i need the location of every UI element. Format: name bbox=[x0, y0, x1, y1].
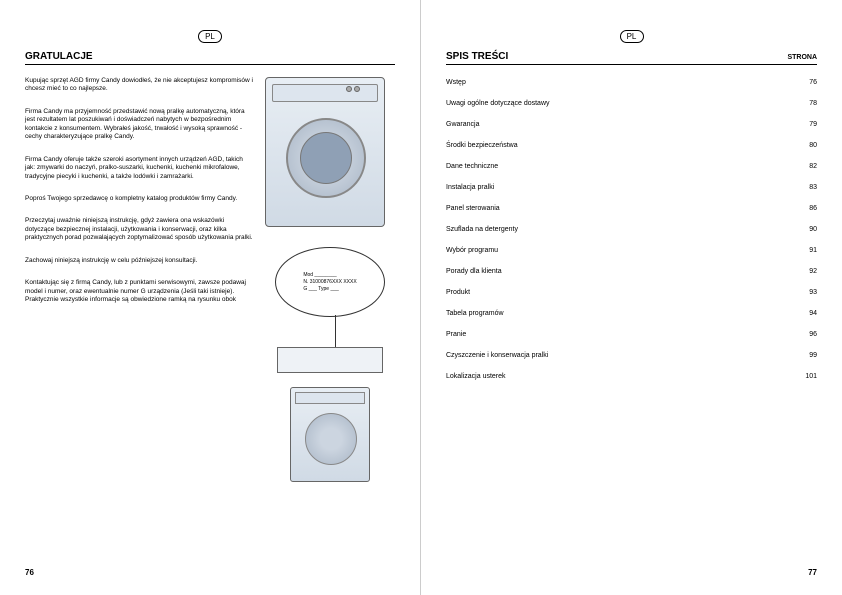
paragraph: Firma Candy ma przyjemność przedstawić n… bbox=[25, 108, 253, 142]
left-page: PL GRATULACJE Kupując sprzęt AGD firmy C… bbox=[0, 0, 421, 595]
washer-door bbox=[286, 118, 366, 198]
toc-column-label: STRONA bbox=[787, 54, 817, 61]
washer-top-panel bbox=[295, 392, 365, 404]
image-column: Mod ________ N. 31000876XXX XXXX G ___ T… bbox=[265, 77, 395, 467]
small-washing-machine-image bbox=[290, 387, 370, 482]
toc-row: Szuflada na detergenty90 bbox=[446, 226, 817, 233]
toc-row: Tabela programów94 bbox=[446, 310, 817, 317]
washer-control-panel bbox=[346, 86, 376, 98]
label-line: N. 31000876XXX XXXX bbox=[303, 279, 356, 286]
toc-row: Środki bezpieczeństwa80 bbox=[446, 142, 817, 149]
washer-door bbox=[305, 413, 357, 465]
language-badge: PL bbox=[198, 30, 222, 43]
toc-row: Produkt93 bbox=[446, 289, 817, 296]
washer-door-glass bbox=[300, 132, 352, 184]
right-page: PL SPIS TREŚCI STRONA Wstęp76 Uwagi ogól… bbox=[421, 0, 842, 595]
toc-row: Instalacja pralki83 bbox=[446, 184, 817, 191]
label-diagram: Mod ________ N. 31000876XXX XXXX G ___ T… bbox=[265, 247, 395, 467]
label-line: G ___ Type ___ bbox=[303, 286, 356, 293]
toc-row: Lokalizacja usterek101 bbox=[446, 373, 817, 380]
language-badge: PL bbox=[620, 30, 644, 43]
page-number: 76 bbox=[25, 568, 34, 577]
toc-list: Wstęp76 Uwagi ogólne dotyczące dostawy78… bbox=[446, 79, 817, 380]
toc-row: Porady dla klienta92 bbox=[446, 268, 817, 275]
paragraph: Zachowaj niniejszą instrukcję w celu póź… bbox=[25, 257, 253, 265]
toc-row: Gwarancja79 bbox=[446, 121, 817, 128]
toc-row: Wstęp76 bbox=[446, 79, 817, 86]
label-callout-magnifier: Mod ________ N. 31000876XXX XXXX G ___ T… bbox=[275, 247, 385, 317]
paragraph: Firma Candy oferuje także szeroki asorty… bbox=[25, 156, 253, 181]
page-title-right: SPIS TREŚCI bbox=[446, 51, 508, 62]
paragraph: Poproś Twojego sprzedawcę o kompletny ka… bbox=[25, 195, 253, 203]
toc-row: Wybór programu91 bbox=[446, 247, 817, 254]
toc-row: Panel sterowania86 bbox=[446, 205, 817, 212]
paragraph: Kontaktując się z firmą Candy, lub z pun… bbox=[25, 279, 253, 304]
text-column: Kupując sprzęt AGD firmy Candy dowiodłeś… bbox=[25, 77, 253, 467]
small-label-box bbox=[277, 347, 383, 373]
label-plate-text: Mod ________ N. 31000876XXX XXXX G ___ T… bbox=[303, 272, 356, 293]
washing-machine-image bbox=[265, 77, 385, 227]
left-content: Kupując sprzęt AGD firmy Candy dowiodłeś… bbox=[25, 77, 395, 467]
toc-row: Dane techniczne82 bbox=[446, 163, 817, 170]
paragraph: Przeczytaj uważnie niniejszą instrukcję,… bbox=[25, 217, 253, 242]
page-number: 77 bbox=[808, 568, 817, 577]
toc-row: Czyszczenie i konserwacja pralki99 bbox=[446, 352, 817, 359]
knob-icon bbox=[354, 86, 360, 92]
toc-row: Pranie96 bbox=[446, 331, 817, 338]
knob-icon bbox=[346, 86, 352, 92]
page-title-left: GRATULACJE bbox=[25, 51, 395, 65]
label-line: Mod ________ bbox=[303, 272, 356, 279]
toc-row: Uwagi ogólne dotyczące dostawy78 bbox=[446, 100, 817, 107]
toc-header: SPIS TREŚCI STRONA bbox=[446, 51, 817, 65]
paragraph: Kupując sprzęt AGD firmy Candy dowiodłeś… bbox=[25, 77, 253, 94]
